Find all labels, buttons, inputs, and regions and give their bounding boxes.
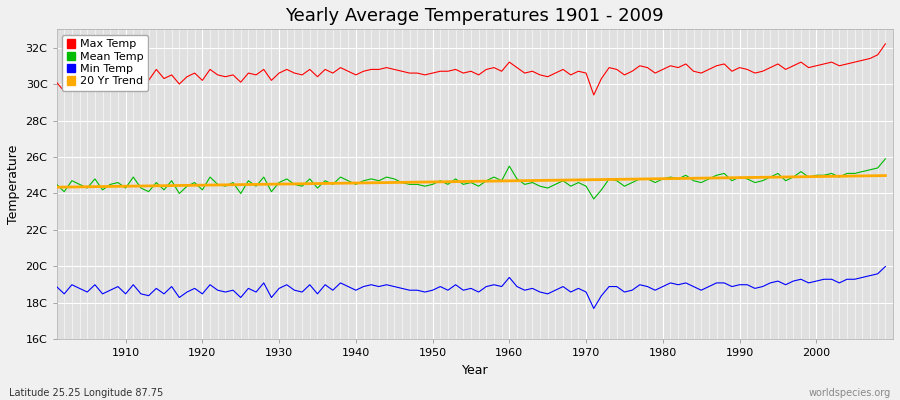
Legend: Max Temp, Mean Temp, Min Temp, 20 Yr Trend: Max Temp, Mean Temp, Min Temp, 20 Yr Tre… bbox=[62, 35, 148, 91]
Y-axis label: Temperature: Temperature bbox=[7, 145, 20, 224]
Title: Yearly Average Temperatures 1901 - 2009: Yearly Average Temperatures 1901 - 2009 bbox=[285, 7, 664, 25]
Text: Latitude 25.25 Longitude 87.75: Latitude 25.25 Longitude 87.75 bbox=[9, 388, 163, 398]
X-axis label: Year: Year bbox=[462, 364, 488, 377]
Text: worldspecies.org: worldspecies.org bbox=[809, 388, 891, 398]
